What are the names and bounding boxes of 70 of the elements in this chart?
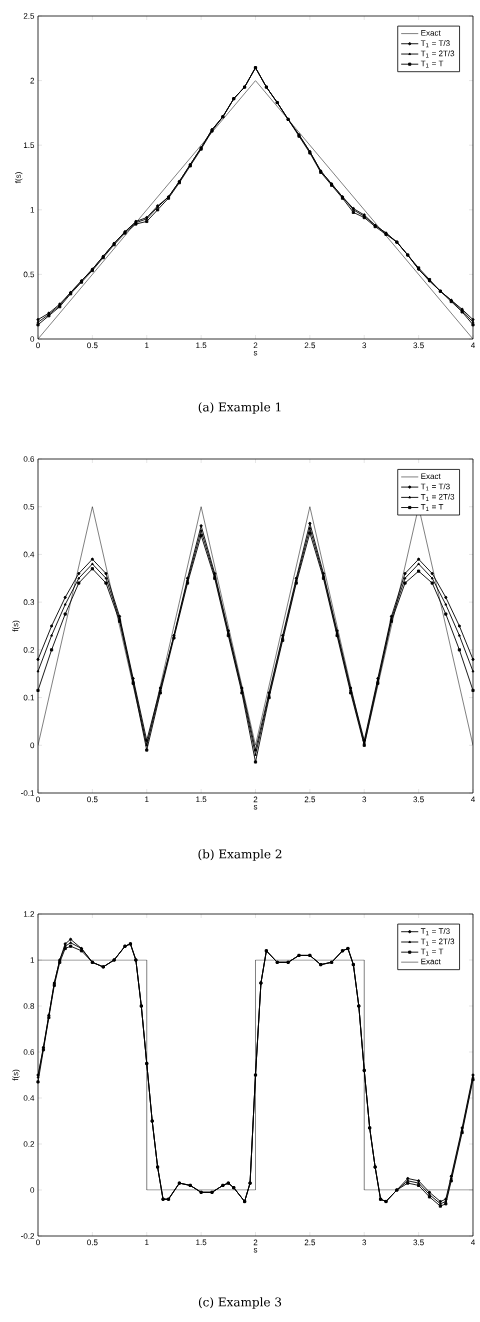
legend-label: T$_{1}$ = T/3 xyxy=(420,40,450,48)
legend-label: T$_{1}$ = T/3 xyxy=(420,483,450,491)
y-tick-label: 0 xyxy=(30,742,35,749)
x-tick-label: 1 xyxy=(145,796,149,803)
x-tick-label: 3.5 xyxy=(413,1239,424,1246)
y-tick-label: 1 xyxy=(30,957,35,963)
y-tick-label: 2.5 xyxy=(23,13,35,19)
y-tick-label: 0.5 xyxy=(23,503,35,510)
legend-label: T$_{1}$ = 2T/3 xyxy=(420,938,455,946)
y-tick-label: 0.4 xyxy=(23,1095,35,1101)
x-tick-label: 0.5 xyxy=(87,796,98,803)
y-tick-label: 1.5 xyxy=(23,142,35,148)
text: (a) Example 1 xyxy=(198,402,281,414)
legend-label: Exact xyxy=(421,30,441,36)
text: (c) Example 3 xyxy=(198,1297,282,1309)
x-tick-label: 1.5 xyxy=(196,796,207,803)
x-tick-label: 1 xyxy=(145,1239,149,1246)
y-axis-title: f(s) xyxy=(12,620,20,632)
x-tick-label: 3.5 xyxy=(413,342,424,349)
x-tick-label: 2.5 xyxy=(304,796,316,803)
y-tick-label: 0.4 xyxy=(23,551,35,558)
x-axis-title: s xyxy=(253,805,258,810)
y-axis-title: f(s) xyxy=(12,1069,20,1081)
legend-label: T$_{1}$ = 2T/3 xyxy=(420,493,455,501)
y-tick-label: -0.1 xyxy=(21,790,35,796)
y-tick-label: 0.5 xyxy=(23,271,35,278)
y-tick-label: -0.2 xyxy=(21,1233,35,1239)
legend-label: Exact xyxy=(421,958,441,965)
y-tick-label: 0.3 xyxy=(23,599,35,605)
x-tick-label: 1.5 xyxy=(196,342,207,349)
legend-label: T$_{1}$ = T xyxy=(420,60,444,68)
text: (b) Example 2 xyxy=(198,849,282,861)
y-tick-label: 1 xyxy=(30,207,35,213)
y-tick-label: 0.2 xyxy=(23,647,35,653)
x-tick-label: 2.5 xyxy=(304,342,316,349)
y-tick-label: 0 xyxy=(30,1187,35,1193)
y-tick-label: 1.2 xyxy=(23,911,35,917)
y-tick-label: 2 xyxy=(30,77,35,84)
x-tick-label: 3 xyxy=(362,796,367,803)
legend-label: T$_{1}$ = 2T/3 xyxy=(420,50,455,58)
x-tick-label: 0.5 xyxy=(87,1239,98,1246)
x-axis-title: s xyxy=(253,351,258,356)
x-tick-label: 4 xyxy=(470,796,475,803)
x-tick-label: 4 xyxy=(470,342,475,349)
y-tick-label: 0.6 xyxy=(23,456,35,462)
x-tick-label: 3 xyxy=(362,342,367,349)
y-tick-label: 0.8 xyxy=(23,1003,35,1009)
x-tick-label: 3.5 xyxy=(413,796,424,803)
y-tick-label: 0.6 xyxy=(23,1049,35,1055)
legend-label: T$_{1}$ = T xyxy=(420,504,444,511)
x-axis-title: s xyxy=(253,1248,258,1253)
legend-label: Exact xyxy=(421,473,441,480)
y-tick-label: 0 xyxy=(30,336,35,342)
x-tick-label: 2.5 xyxy=(304,1239,316,1246)
x-tick-label: 0 xyxy=(36,1239,40,1246)
x-tick-label: 2 xyxy=(253,1239,258,1246)
y-tick-label: 0.1 xyxy=(23,694,35,701)
x-tick-label: 3 xyxy=(362,1239,367,1246)
x-tick-label: 0 xyxy=(36,796,40,803)
x-tick-label: 2 xyxy=(253,796,258,803)
x-tick-label: 1 xyxy=(145,342,149,349)
legend-label: T$_{1}$ = T xyxy=(420,948,444,956)
x-tick-label: 0 xyxy=(36,342,40,349)
x-tick-label: 2 xyxy=(253,342,258,349)
x-tick-label: 1.5 xyxy=(196,1239,207,1246)
y-axis-title: f(s) xyxy=(15,172,23,184)
legend-label: T$_{1}$ = T/3 xyxy=(420,928,450,936)
x-tick-label: 4 xyxy=(470,1239,475,1246)
x-tick-label: 0.5 xyxy=(87,342,98,349)
y-tick-label: 0.2 xyxy=(23,1141,35,1147)
